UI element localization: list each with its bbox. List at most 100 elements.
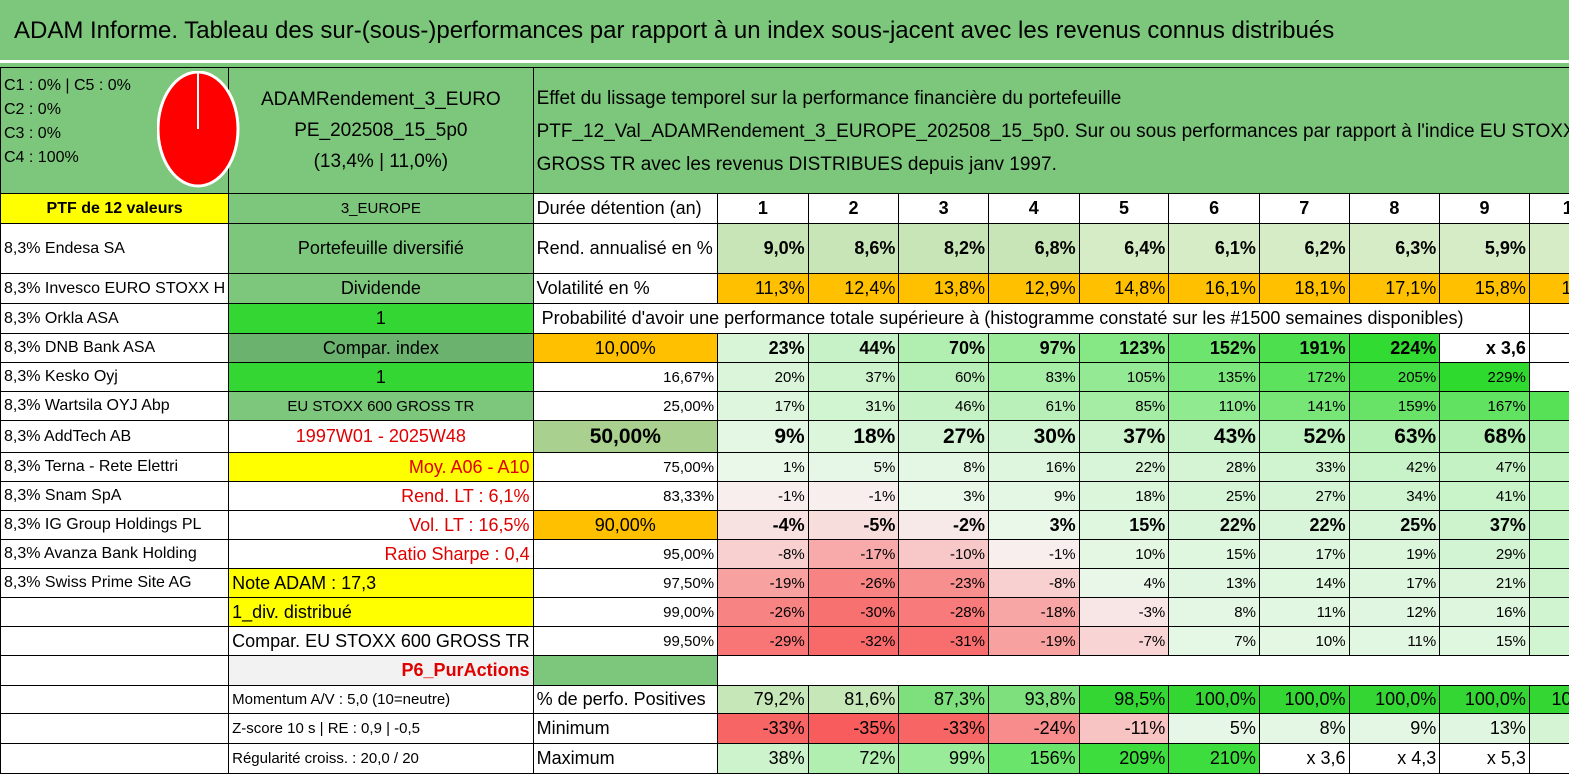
portfolio-name_line2: PE_202508_15_5p0 [294,120,468,141]
prob-threshold: 99,00% [532,597,719,627]
prob-threshold: 97,50% [532,568,719,598]
prob-row: 8,3% Swiss Prime Site AG Note ADAM : 17,3… [0,568,1569,598]
prob-value: x 3,6 [1439,333,1530,363]
max-value: 38% [717,743,809,774]
prob-value: 34% [1348,481,1441,511]
max-value: 72% [807,743,900,774]
moy: Moy. A06 - A10 [228,452,534,482]
min-value: -33% [717,713,809,744]
category: P6_PurActions [228,655,534,686]
prob-value: 191% [1258,333,1350,363]
prob-threshold: 90,00% [532,510,719,540]
prob-value: 1% [717,452,809,482]
year-header: 1 [717,193,809,224]
category-row: P6_PurActions [0,655,1569,686]
min-value: -24% [987,713,1080,744]
year-header: 6 [1168,193,1260,224]
prob-row: 1_div. distribué 99,00% -26% -30% -28% -18% -3… [0,597,1569,627]
max-value: 156% [987,743,1080,774]
prob-value: 7% [1168,626,1260,656]
portfolio-name_line1: ADAMRendement_3_EURO [260,89,501,110]
description-line1: Effet du lissage temporel sur la perform… [536,88,1122,109]
empty-cell [0,685,230,714]
prob-value: 11% [1348,626,1441,656]
portfolio-name_line3: (13,4% | 11,0%) [313,151,449,172]
min-value: 9% [1348,713,1441,744]
prob-value: -19% [987,626,1080,656]
portfolio-name: ADAMRendement_3_EURO PE_202508_15_5p0 (13,… [228,67,534,194]
min-value: -33% [898,713,989,744]
prob-row: 8,3% DNB Bank ASA Compar. index 10,00% 23% 4… [0,333,1569,363]
pos-value: 87,3% [898,685,989,714]
prob-value: -28% [898,597,989,627]
prob-value: 22% [1078,452,1170,482]
prob-value: -18% [987,597,1080,627]
prob-value: 17% [717,391,809,421]
prob-value: -30% [807,597,900,627]
prob-value: 29% [1439,539,1530,569]
prob-value: -26% [807,568,900,598]
prob-value: 49% [1528,481,1569,511]
holding: 8,3% Invesco EURO STOXX H [0,273,230,304]
year-header: 2 [807,193,900,224]
empty-cell [0,743,230,774]
prob-value: 18% [807,420,900,453]
prob-value: 41% [1528,539,1569,569]
prob-value: -3% [1078,597,1170,627]
prob-value: 152% [1168,333,1260,363]
rend-value: 8,6% [807,223,900,274]
year-header: 5 [1078,193,1170,224]
rend-value: 5,9% [1439,223,1530,274]
year-header: 4 [987,193,1080,224]
prob-value: -29% [717,626,809,656]
portfolio-region: 3_EUROPE [228,193,534,224]
compar-label: Compar. index [228,333,534,363]
prob-value: 23% [717,333,809,363]
prob-value: 28% [1168,452,1260,482]
prob-value: 68% [1439,420,1530,453]
prob-value: x 4,0 [1528,333,1569,363]
prob-value: 9% [717,420,809,453]
prob-value: 19% [1348,539,1441,569]
prob-value: -8% [717,539,809,569]
prob-threshold: 50,00% [532,420,719,453]
portfolio-type: Portefeuille diversifié [228,223,534,274]
rend-value: 9,0% [717,223,809,274]
max-value: x 4,3 [1348,743,1441,774]
prob-threshold: 95,00% [532,539,719,569]
prob-value: 46% [898,391,989,421]
prob-value: -1% [717,481,809,511]
min-value: 8% [1258,713,1350,744]
vol-value: 14,8% [1078,273,1170,304]
pos-value: 100,0% [1168,685,1260,714]
prob-value: 179% [1528,391,1569,421]
prob-value: 13% [1168,568,1260,598]
prob-row: 8,3% Wartsila OYJ Abp EU STOXX 600 GROSS … [0,391,1569,421]
prob-value: -31% [898,626,989,656]
prob-value: -19% [717,568,809,598]
flag-2: 1 [228,362,534,392]
prob-value: -8% [987,568,1080,598]
prob-value: 14% [1258,568,1350,598]
class-line: C3 : 0% [4,125,61,142]
max-value: x 5,7 [1528,743,1569,774]
prob-threshold: 99,50% [532,626,719,656]
portfolio-count: PTF de 12 valeurs [0,193,230,224]
prob-value: -23% [898,568,989,598]
pos-value: 100,0% [1528,685,1569,714]
holding: 8,3% Avanza Bank Holding [0,539,230,569]
pos-value: 93,8% [987,685,1080,714]
prob-value: 8% [1168,597,1260,627]
prob-value: 46% [1528,510,1569,540]
holding [0,626,230,656]
prob-row: Compar. EU STOXX 600 GROSS TR 99,50% -29% -… [0,626,1569,656]
prob-value: 12% [1348,597,1441,627]
prob-value: -5% [807,510,900,540]
prob-value: 17% [1258,539,1350,569]
div: 1_div. distribué [228,597,534,627]
prob-value: 52% [1258,420,1350,453]
portfolio-strategy: Dividende [228,273,534,304]
holding: 8,3% IG Group Holdings PL [0,510,230,540]
prob-value: 3% [987,510,1080,540]
prob-value: -32% [807,626,900,656]
